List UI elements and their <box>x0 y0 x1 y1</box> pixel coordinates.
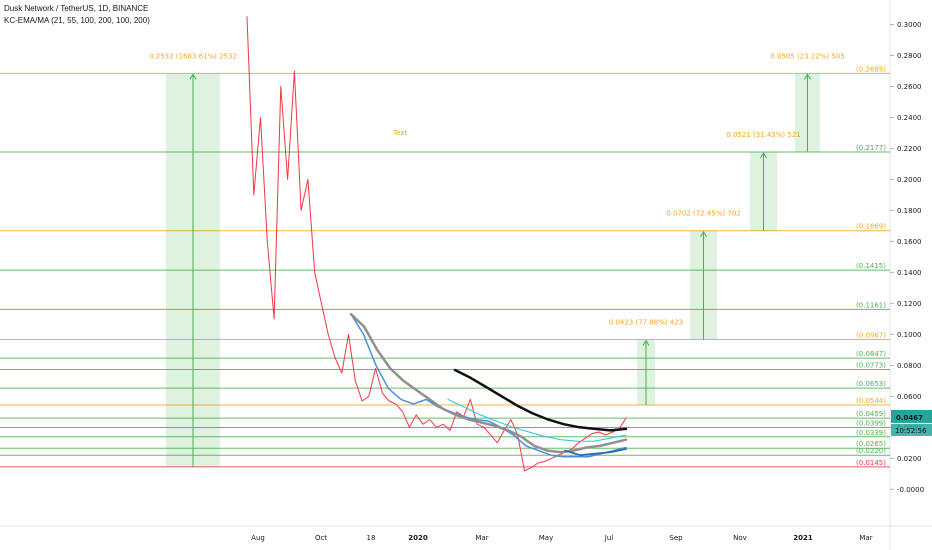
level-label: (0.0399) <box>856 419 886 427</box>
y-tick-label: 0.0800 <box>897 362 922 370</box>
current-price-tag <box>891 409 932 423</box>
series-line <box>349 312 628 454</box>
series-line <box>564 448 627 457</box>
level-label: (0.0220) <box>856 447 886 455</box>
y-tick-label: 0.1400 <box>897 269 922 277</box>
current-price-label: 0.0467 <box>896 414 923 422</box>
y-tick-label: 0.1000 <box>897 331 922 339</box>
level-label: (0.0265) <box>856 440 886 448</box>
x-tick-label: 2020 <box>408 534 428 542</box>
y-tick-label: 0.0200 <box>897 455 922 463</box>
series-line <box>246 16 627 472</box>
level-label: (0.1669) <box>856 223 886 231</box>
target-arrowhead <box>700 230 707 237</box>
y-tick-label: 0.0600 <box>897 393 922 401</box>
target-label: 0.0521 (31.43%) 521 <box>726 131 800 139</box>
level-label: (0.0653) <box>856 380 886 388</box>
y-tick-label: 0.3000 <box>897 21 922 29</box>
x-tick-label: Oct <box>315 534 327 542</box>
x-tick-label: Sep <box>669 534 683 542</box>
series-line <box>350 313 627 458</box>
countdown-label: 10:52:56 <box>895 427 927 435</box>
target-arrowhead <box>642 339 650 346</box>
level-label: (0.0339) <box>856 429 886 437</box>
y-tick-label: 0.1600 <box>897 238 922 246</box>
level-label: (0.2685) <box>856 65 886 73</box>
series-line <box>447 398 627 442</box>
countdown-tag <box>891 423 932 436</box>
target-arrowhead <box>760 152 767 159</box>
y-tick-label: 0.2200 <box>897 145 922 153</box>
y-tick-label: 0.1200 <box>897 300 922 308</box>
y-tick-label: 0.2800 <box>897 52 922 60</box>
level-label: (0.0773) <box>856 362 886 370</box>
chart-text-annotation: Text <box>392 129 407 137</box>
y-tick-label: 0.2400 <box>897 114 922 122</box>
x-tick-label: Mar <box>475 534 488 542</box>
y-tick-label: -0.0000 <box>897 486 924 494</box>
chart-title: Dusk Network / TetherUS, 1D, BINANCE <box>4 4 149 13</box>
series-line <box>453 368 628 432</box>
level-label: (0.1161) <box>856 301 886 309</box>
x-tick-label: Jul <box>604 534 614 542</box>
target-label: 0.0505 (23.22%) 505 <box>770 52 844 60</box>
level-label: (0.0967) <box>856 331 886 339</box>
x-tick-label: May <box>539 534 553 542</box>
level-label: (0.0145) <box>856 459 886 467</box>
target-label: 0.0702 (72.45%) 702 <box>666 210 740 218</box>
target-arrowhead <box>804 73 811 80</box>
level-label: (0.0459) <box>856 410 886 418</box>
target-label: 0.0423 (77.88%) 423 <box>609 318 683 326</box>
level-label: (0.2177) <box>856 144 886 152</box>
y-tick-label: 0.2000 <box>897 176 922 184</box>
x-tick-label: Nov <box>733 534 747 542</box>
target-label: 0.2532 (1683.61%) 2532 <box>149 52 237 60</box>
y-tick-label: 0.1800 <box>897 207 922 215</box>
x-tick-label: 2021 <box>793 534 813 542</box>
level-label: (0.0544) <box>856 397 886 405</box>
y-tick-label: 0.2600 <box>897 83 922 91</box>
level-label: (0.0847) <box>856 350 886 358</box>
x-tick-label: Aug <box>251 534 265 542</box>
indicator-legend: KC-EMA/MA (21, 55, 100, 200, 100, 200) <box>4 16 150 25</box>
x-tick-label: Mar <box>859 534 872 542</box>
level-label: (0.1415) <box>856 262 886 270</box>
target-arrowhead <box>189 73 197 80</box>
x-tick-label: 18 <box>367 534 376 542</box>
